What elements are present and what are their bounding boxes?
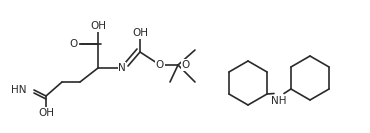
Text: OH: OH <box>132 28 148 38</box>
Text: HN: HN <box>10 85 26 95</box>
Text: O: O <box>156 60 164 70</box>
Text: OH: OH <box>38 108 54 118</box>
Text: NH: NH <box>271 97 287 107</box>
Text: O: O <box>70 39 78 49</box>
Text: O: O <box>182 60 190 70</box>
Text: OH: OH <box>90 21 106 31</box>
Text: N: N <box>118 63 126 73</box>
